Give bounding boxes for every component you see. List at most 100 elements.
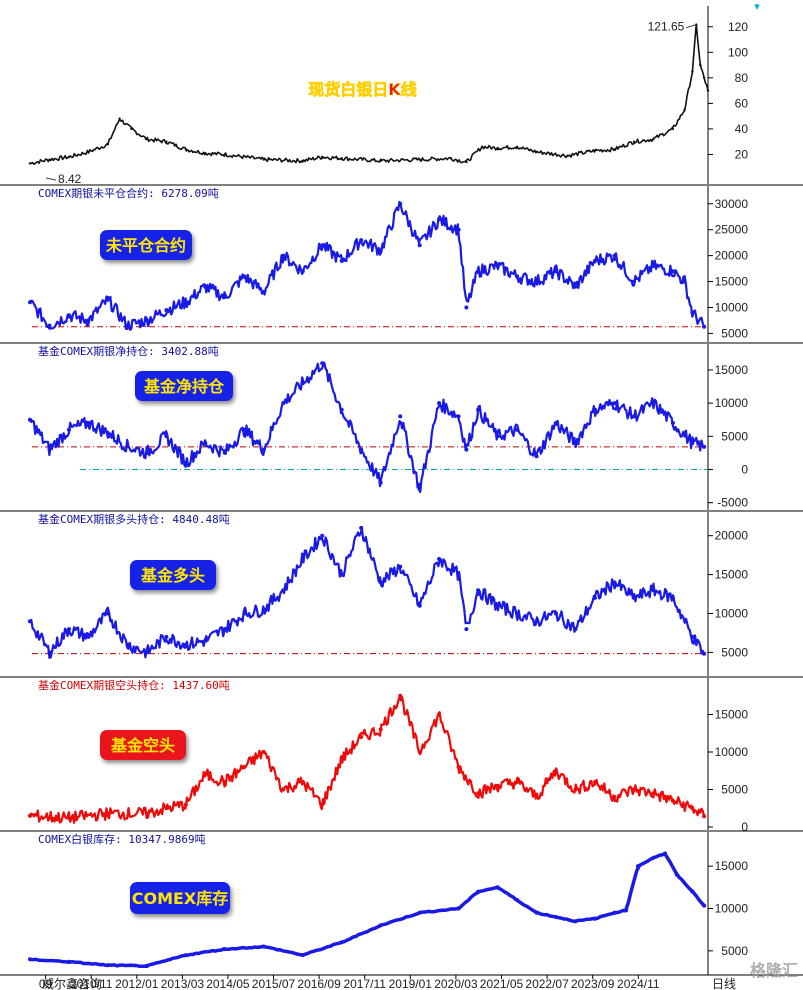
data-point — [87, 150, 90, 154]
x-tick-label: 2016/09 — [297, 977, 341, 990]
data-point — [651, 401, 656, 406]
data-point — [262, 158, 265, 161]
data-point — [496, 146, 499, 150]
x-tick-label: 2017/11 — [343, 977, 386, 990]
data-point — [456, 414, 461, 419]
data-point — [378, 480, 383, 485]
data-point — [573, 284, 578, 289]
data-point — [398, 414, 403, 419]
data-point — [690, 310, 695, 315]
data-point — [612, 253, 617, 258]
y-tick-label: -5000 — [717, 496, 748, 510]
data-point — [105, 811, 110, 816]
data-point — [417, 750, 422, 754]
x-tick-label: 2014/05 — [206, 977, 250, 990]
data-point — [203, 441, 208, 445]
data-point — [554, 421, 558, 425]
data-point — [464, 305, 469, 310]
y-tick-label: 15000 — [715, 275, 749, 289]
data-point — [359, 447, 364, 452]
data-point — [300, 269, 305, 274]
data-point — [437, 217, 442, 222]
data-point — [242, 427, 247, 432]
x-tick-label: 09 — [39, 977, 53, 990]
data-point — [67, 959, 71, 964]
data-point — [261, 750, 266, 754]
x-tick-label: 2024/11 — [617, 977, 660, 990]
data-point — [86, 634, 91, 639]
data-point — [300, 557, 305, 561]
data-point — [612, 910, 617, 915]
data-point — [183, 953, 188, 958]
data-point — [515, 898, 520, 902]
data-point — [515, 274, 520, 279]
data-point — [86, 318, 91, 323]
data-point — [573, 919, 578, 924]
badge-background — [100, 730, 186, 760]
data-point — [184, 148, 188, 151]
badge-net_position: 基金净持仓 — [135, 371, 233, 401]
data-point — [47, 447, 52, 452]
data-point — [130, 127, 133, 131]
data-point — [593, 916, 597, 921]
panel-title: 基金COMEX期银净持仓: 3402.88吨 — [38, 344, 219, 358]
data-point — [144, 318, 149, 323]
data-point — [534, 795, 539, 799]
data-point — [515, 780, 520, 784]
data-point — [702, 324, 707, 329]
data-point — [105, 963, 110, 968]
data-point — [261, 607, 266, 612]
data-point — [573, 627, 578, 632]
data-point — [144, 964, 149, 969]
data-point — [48, 158, 51, 161]
data-point — [635, 864, 640, 869]
data-point — [67, 816, 71, 820]
data-point — [632, 595, 636, 600]
data-point — [612, 795, 617, 799]
data-point — [515, 611, 520, 616]
data-point — [534, 279, 539, 284]
data-point — [554, 611, 558, 616]
data-point — [699, 63, 702, 67]
data-point — [674, 872, 679, 877]
badge-long_position: 基金多头 — [130, 560, 216, 590]
x-tick-label: 2020/03 — [434, 977, 478, 990]
y-tick-label: 60 — [735, 96, 749, 110]
data-point — [67, 627, 71, 632]
data-point — [534, 910, 539, 915]
y-tick-label: 20 — [735, 147, 749, 161]
data-point — [670, 798, 675, 803]
data-point — [28, 300, 32, 305]
y-tick-label: 40 — [735, 122, 749, 136]
data-point — [378, 923, 383, 928]
data-point — [242, 274, 247, 279]
y-tick-label: 10000 — [715, 745, 749, 759]
data-point — [183, 460, 188, 465]
data-point — [456, 765, 461, 769]
y-tick-label: 30000 — [715, 197, 749, 211]
x-tick-label: 2012/01 — [115, 977, 159, 990]
y-tick-label: 0 — [741, 820, 748, 834]
x-tick-label: 2010/11 — [70, 977, 113, 990]
data-point — [682, 279, 687, 284]
low-label: 8.42 — [58, 172, 82, 186]
panel-short_position: 0 5000 10000 15000 基金COMEX期银空头持仓: 1437.60吨基金… — [0, 676, 803, 834]
data-point — [651, 588, 656, 593]
data-point — [261, 447, 266, 452]
data-point — [164, 806, 169, 811]
data-point — [125, 323, 130, 328]
data-point — [593, 258, 597, 263]
y-tick-label: 120 — [728, 20, 748, 34]
data-point — [670, 595, 675, 600]
x-tick-label: 2021/05 — [480, 977, 524, 990]
data-point — [534, 619, 539, 624]
data-point — [495, 434, 500, 439]
data-point — [566, 154, 569, 157]
watermark: 格隆汇 — [750, 961, 798, 980]
data-point — [321, 155, 324, 159]
data-point — [125, 444, 130, 449]
badge-label: 基金多头 — [140, 566, 205, 585]
data-point — [125, 642, 130, 647]
y-tick-label: 5000 — [721, 944, 748, 958]
